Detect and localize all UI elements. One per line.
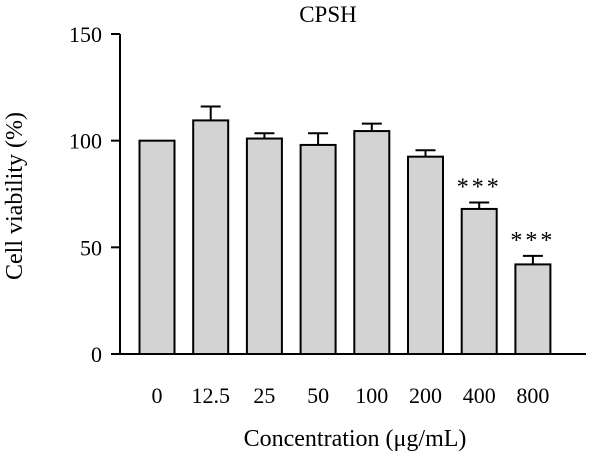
x-axis-title: Concentration (μg/mL) bbox=[244, 426, 467, 452]
x-tick-label: 800 bbox=[516, 383, 549, 408]
y-axis-ticks: 0 50 100 150 bbox=[69, 22, 120, 367]
chart-title: CPSH bbox=[299, 2, 357, 27]
significance-marker: *** bbox=[510, 228, 555, 254]
bar-0 bbox=[138, 139, 176, 355]
y-tick-label: 50 bbox=[80, 235, 102, 260]
bar-25 bbox=[245, 137, 283, 355]
bar-100 bbox=[353, 130, 391, 355]
x-tick-label: 0 bbox=[152, 383, 163, 408]
x-tick-label: 50 bbox=[307, 383, 329, 408]
bar-12.5 bbox=[192, 119, 230, 356]
plot-area: *** *** bbox=[138, 105, 555, 356]
y-tick-label: 0 bbox=[91, 342, 102, 367]
x-tick-label: 200 bbox=[409, 383, 442, 408]
x-tick-label: 100 bbox=[355, 383, 388, 408]
bar-50 bbox=[299, 143, 337, 355]
bar-200 bbox=[407, 155, 444, 355]
x-tick-label: 25 bbox=[253, 383, 275, 408]
y-tick-label: 150 bbox=[69, 22, 102, 47]
significance-marker: *** bbox=[457, 175, 502, 201]
y-tick-label: 100 bbox=[69, 129, 102, 154]
bar-400 bbox=[460, 207, 498, 355]
x-tick-label: 12.5 bbox=[191, 383, 230, 408]
x-axis-ticks: 0 12.5 25 50 100 200 400 800 bbox=[152, 383, 550, 408]
bar-800 bbox=[514, 263, 552, 355]
x-tick-label: 400 bbox=[463, 383, 496, 408]
y-axis-title: Cell viability (%) bbox=[2, 112, 28, 280]
